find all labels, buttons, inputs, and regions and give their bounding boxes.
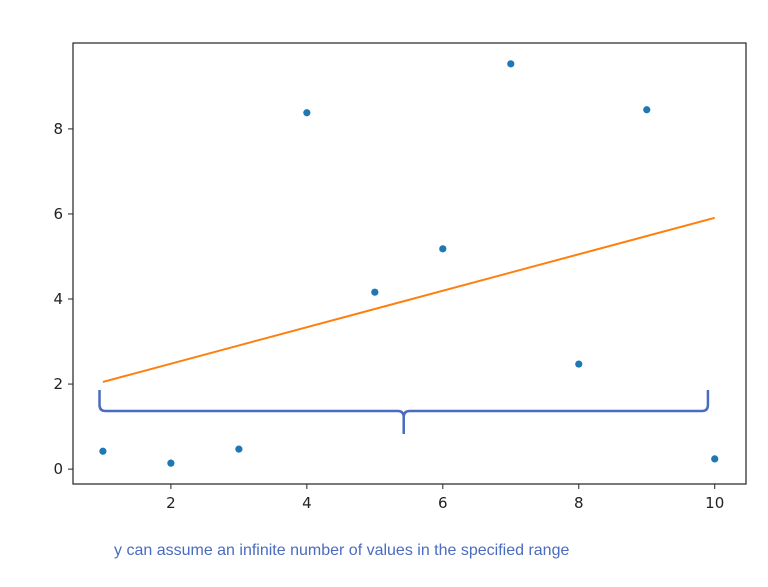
data-point xyxy=(575,360,583,368)
range-brace xyxy=(98,390,710,434)
data-point xyxy=(99,447,107,455)
y-tick-label: 8 xyxy=(53,120,63,138)
y-tick-label: 0 xyxy=(53,460,63,478)
y-tick-label: 2 xyxy=(53,375,63,393)
data-point xyxy=(371,288,379,296)
x-tick-label: 2 xyxy=(166,494,176,512)
plot-frame xyxy=(72,42,747,485)
annotation-caption: y can assume an infinite number of value… xyxy=(114,542,569,559)
data-point xyxy=(303,109,311,117)
data-point xyxy=(235,445,243,453)
data-point xyxy=(507,60,515,68)
y-tick-label: 6 xyxy=(53,205,63,223)
x-tick-label: 4 xyxy=(302,494,312,512)
y-tick-label: 4 xyxy=(53,290,63,308)
data-point xyxy=(167,459,175,467)
x-tick-label: 8 xyxy=(574,494,584,512)
data-point xyxy=(439,245,447,253)
data-point xyxy=(643,106,651,114)
x-tick-label: 6 xyxy=(438,494,448,512)
x-tick-label: 10 xyxy=(705,494,724,512)
data-point xyxy=(711,455,719,463)
trend-line xyxy=(102,216,715,383)
